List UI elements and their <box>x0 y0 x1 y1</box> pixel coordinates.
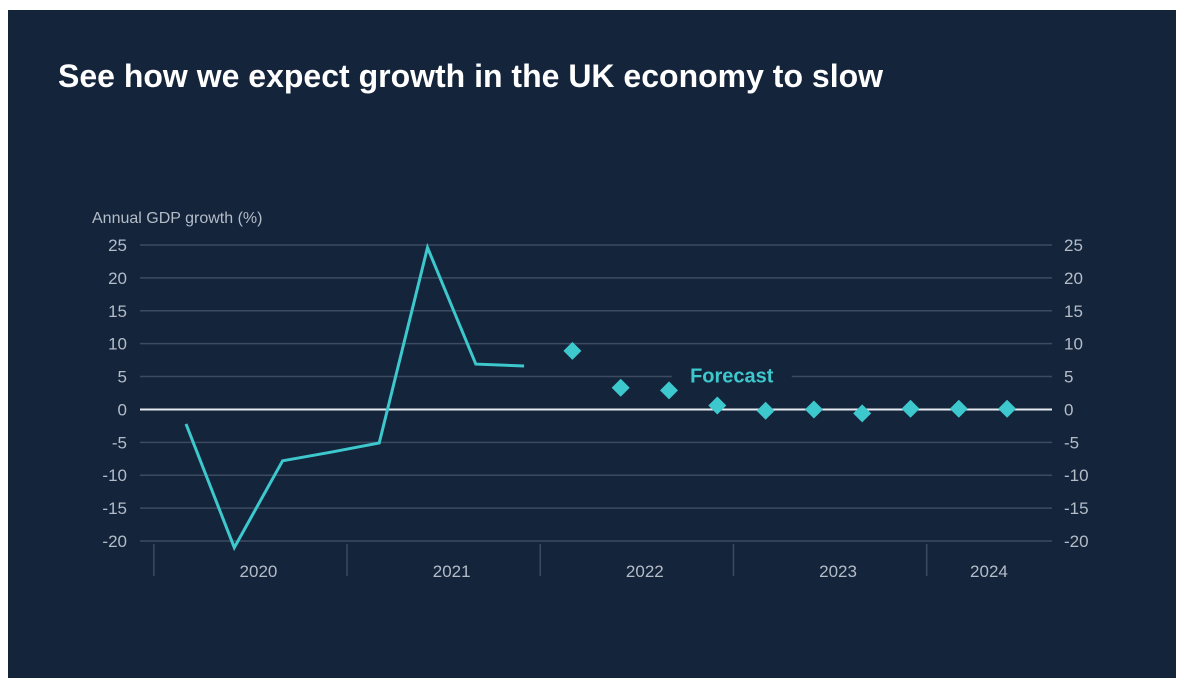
y-tick-label-right: -15 <box>1064 499 1089 518</box>
y-tick-label-right: -5 <box>1064 433 1079 452</box>
forecast-point <box>949 399 968 418</box>
forecast-point <box>901 399 920 418</box>
chart-title: See how we expect growth in the UK econo… <box>58 58 884 94</box>
y-tick-label-right: 25 <box>1064 236 1083 255</box>
forecast-point <box>611 378 630 397</box>
y-tick-label-left: -10 <box>102 466 127 485</box>
y-tick-label-right: 10 <box>1064 335 1083 354</box>
y-tick-label-left: 25 <box>108 236 127 255</box>
x-tick-label: 2021 <box>433 562 471 581</box>
forecast-point <box>998 399 1017 418</box>
y-tick-label-right: -10 <box>1064 466 1089 485</box>
y-tick-label-left: 5 <box>118 368 127 387</box>
forecast-point <box>804 400 823 419</box>
forecast-point <box>708 396 727 415</box>
x-tick-label: 2023 <box>819 562 857 581</box>
x-tick-label: 2022 <box>626 562 664 581</box>
y-tick-label-right: -20 <box>1064 532 1089 551</box>
y-tick-label-right: 15 <box>1064 302 1083 321</box>
x-tick-label: 2020 <box>240 562 278 581</box>
y-tick-label-left: 20 <box>108 269 127 288</box>
forecast-point <box>563 341 582 360</box>
y-tick-label-left: -5 <box>112 433 127 452</box>
y-tick-label-left: 10 <box>108 335 127 354</box>
y-tick-label-right: 5 <box>1064 368 1073 387</box>
y-axis-title: Annual GDP growth (%) <box>92 210 262 227</box>
y-tick-label-left: -15 <box>102 499 127 518</box>
y-tick-label-right: 20 <box>1064 269 1083 288</box>
x-tick-label: 2024 <box>970 562 1008 581</box>
forecast-label-background <box>671 360 792 387</box>
forecast-label: Forecast <box>690 366 774 388</box>
y-tick-label-left: 15 <box>108 302 127 321</box>
y-tick-label-right: 0 <box>1064 400 1073 419</box>
y-tick-label-left: 0 <box>118 400 127 419</box>
forecast-point <box>756 401 775 420</box>
series-line-actual <box>184 242 525 552</box>
forecast-point <box>853 404 872 423</box>
y-tick-label-left: -20 <box>102 532 127 551</box>
forecast-point <box>660 381 678 400</box>
